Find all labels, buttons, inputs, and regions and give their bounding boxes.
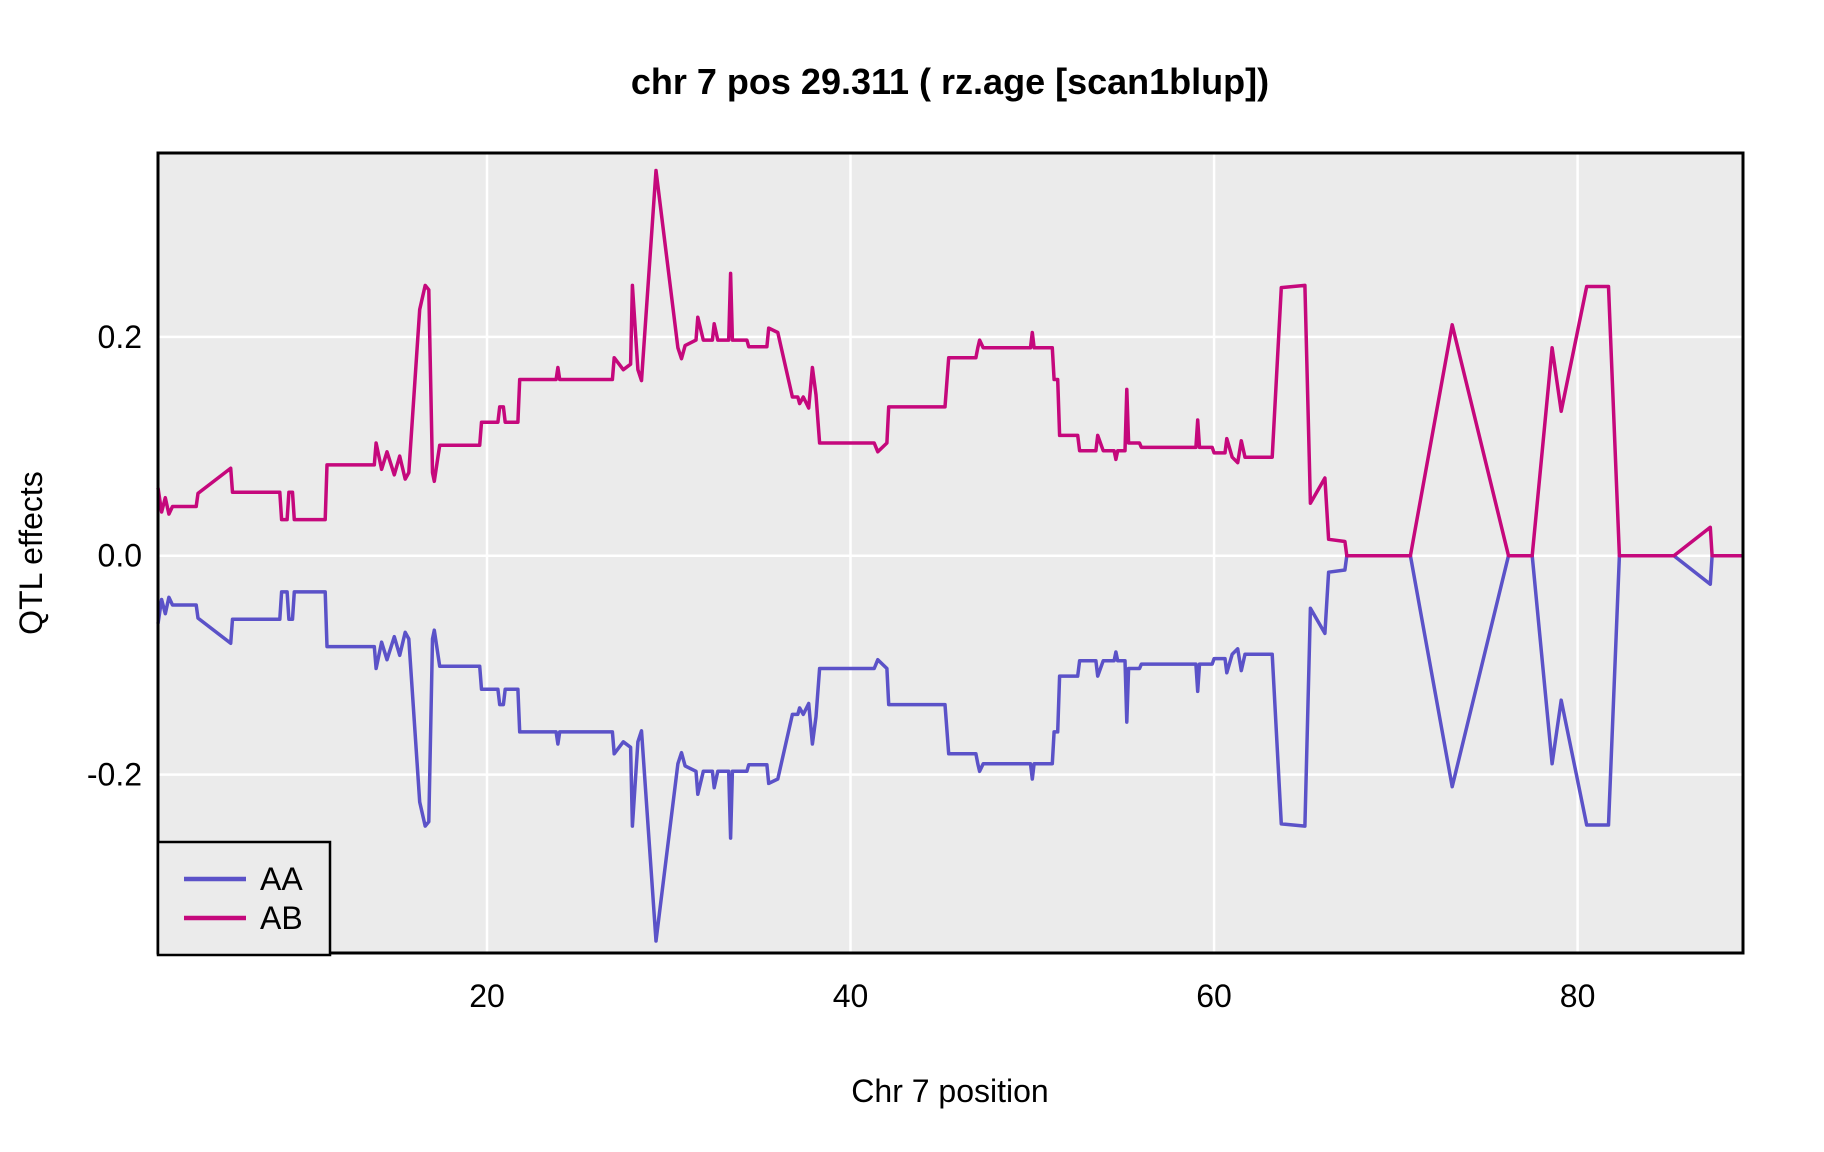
series-line-aa (156, 553, 1743, 943)
y-tick-label: 0.0 (98, 538, 142, 574)
series-lines (156, 168, 1743, 943)
x-tick-label: 60 (1196, 978, 1232, 1014)
y-tick-label: -0.2 (87, 757, 142, 793)
gridlines (158, 153, 1743, 953)
y-axis-title: QTL effects (13, 471, 49, 635)
x-tick-label: 80 (1560, 978, 1596, 1014)
legend-box (156, 840, 332, 957)
axis-tick-labels: 20 40 60 80 0.2 0.0 -0.2 (87, 319, 1596, 1014)
legend: AA AB (156, 840, 332, 957)
series-line-ab (156, 168, 1743, 558)
panel-border (156, 151, 1745, 955)
plot-panel (158, 153, 1743, 953)
x-axis-title: Chr 7 position (851, 1073, 1048, 1109)
x-tick-label: 20 (469, 978, 505, 1014)
legend-label-ab: AB (260, 900, 303, 936)
x-tick-label: 40 (833, 978, 869, 1014)
legend-label-aa: AA (260, 861, 303, 897)
y-tick-label: 0.2 (98, 319, 142, 355)
chart-title: chr 7 pos 29.311 ( rz.age [scan1blup]) (631, 61, 1269, 102)
